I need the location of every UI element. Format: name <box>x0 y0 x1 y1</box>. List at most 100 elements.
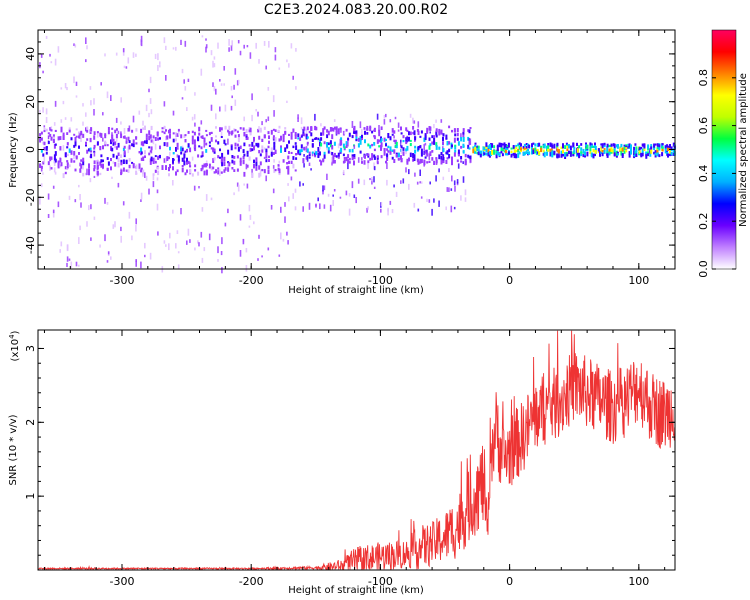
spectral-cell <box>66 142 69 146</box>
spectral-cell <box>367 160 370 164</box>
spectral-cell <box>172 158 175 161</box>
spectral-cell <box>300 117 303 125</box>
spectral-cell <box>446 141 449 146</box>
spectral-cell <box>549 151 552 157</box>
spectral-cell <box>123 145 126 149</box>
spectral-cell <box>237 40 240 44</box>
spectral-cell <box>45 146 48 151</box>
spectral-cell <box>621 153 624 156</box>
spectral-cell <box>294 132 297 137</box>
spectral-cell <box>107 130 110 134</box>
spectral-cell <box>172 209 174 214</box>
spectral-cell <box>66 87 68 91</box>
spectral-cell <box>73 160 76 163</box>
spectral-cell <box>453 152 456 157</box>
spectral-cell <box>414 172 416 177</box>
spectral-cell <box>249 52 252 59</box>
spectral-cell <box>184 134 187 137</box>
y-tick-label: -20 <box>24 188 37 206</box>
spectral-cell <box>201 164 204 170</box>
spectral-cell <box>259 173 262 177</box>
spectral-cell <box>645 153 648 157</box>
spectral-cell <box>468 147 471 150</box>
spectral-cell <box>610 147 613 153</box>
spectral-cell <box>467 154 470 158</box>
spectral-cell <box>331 145 334 150</box>
spectral-cell <box>227 161 230 164</box>
spectral-cell <box>253 145 255 151</box>
spectral-cell <box>112 142 115 146</box>
spectral-cell <box>435 142 438 147</box>
spectral-cell <box>294 206 297 211</box>
spectral-cell <box>428 153 431 160</box>
spectral-cell <box>580 151 583 157</box>
spectral-cell <box>138 166 141 169</box>
spectral-cell <box>572 142 575 148</box>
spectral-cell <box>140 261 142 269</box>
spectral-cell <box>135 53 137 57</box>
spectral-cell <box>230 86 233 91</box>
spectral-cell <box>477 148 480 152</box>
spectral-cell <box>227 149 230 155</box>
spectral-cell <box>413 120 416 124</box>
spectral-cell <box>342 170 345 175</box>
y-tick-label: 0 <box>24 146 37 153</box>
spectral-cell <box>303 146 306 151</box>
spectral-cell <box>592 148 595 153</box>
spectral-cell <box>255 161 258 167</box>
spectral-cell <box>265 65 267 70</box>
spectral-cell <box>165 165 167 170</box>
spectral-cell <box>100 133 103 138</box>
spectral-cell <box>549 142 552 146</box>
spectral-cell <box>176 142 179 147</box>
spectral-cell <box>154 169 157 173</box>
spectral-cell <box>74 137 77 142</box>
spectral-cell <box>414 136 417 141</box>
spectral-cell <box>292 163 295 169</box>
spectral-cell <box>75 81 78 86</box>
spectral-cell <box>47 193 50 200</box>
spectral-cell <box>294 134 297 139</box>
spectral-cell <box>515 150 518 153</box>
spectral-cell <box>351 148 354 153</box>
spectral-cell <box>517 152 520 158</box>
spectral-cell <box>412 132 414 135</box>
spectral-cell <box>135 259 137 262</box>
spectral-cell <box>125 160 128 163</box>
spectral-cell <box>52 210 55 218</box>
spectral-cell <box>667 153 669 158</box>
spectral-cell <box>476 147 479 152</box>
spectral-cell <box>205 46 207 53</box>
spectral-cell <box>80 135 82 142</box>
spectral-cell <box>288 133 290 136</box>
spectral-cell <box>39 133 42 137</box>
spectral-cell <box>189 168 192 174</box>
spectral-cell <box>448 125 451 129</box>
spectral-cell <box>237 137 240 143</box>
spectral-cell <box>96 131 99 134</box>
spectral-cell <box>303 133 306 137</box>
spectral-cell <box>152 135 155 139</box>
spectral-cell <box>272 128 275 131</box>
spectral-cell <box>42 141 45 145</box>
spectral-cell <box>189 239 191 243</box>
spectral-cell <box>150 139 153 143</box>
spectral-cell <box>90 237 92 241</box>
spectral-cell <box>658 147 661 151</box>
spectral-cell <box>454 144 457 147</box>
spectral-cell <box>351 181 354 189</box>
spectral-cell <box>369 125 372 129</box>
spectral-cell <box>135 136 138 139</box>
spectral-cell <box>248 156 251 161</box>
spectral-cell <box>131 161 134 164</box>
spectral-cell <box>237 146 240 152</box>
spectral-cell <box>272 165 275 169</box>
spectral-cell <box>120 154 123 158</box>
spectral-cell <box>144 140 146 144</box>
spectral-cell <box>194 144 197 149</box>
spectral-cell <box>273 159 275 163</box>
spectral-cell <box>251 148 254 152</box>
spectral-cell <box>523 147 526 150</box>
spectral-cell <box>654 154 657 158</box>
spectral-cell <box>448 154 451 159</box>
